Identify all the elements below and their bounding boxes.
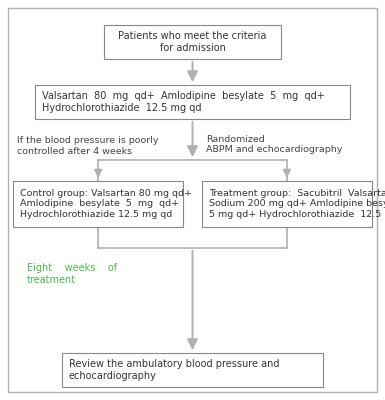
Text: Treatment group:  Sacubitril  Valsartan
Sodium 200 mg qd+ Amlodipine besylate
5 : Treatment group: Sacubitril Valsartan So… <box>209 189 385 219</box>
Text: Valsartan  80  mg  qd+  Amlodipine  besylate  5  mg  qd+
Hydrochlorothiazide  12: Valsartan 80 mg qd+ Amlodipine besylate … <box>42 91 324 113</box>
Text: Review the ambulatory blood pressure and
echocardiography: Review the ambulatory blood pressure and… <box>69 359 279 381</box>
Text: If the blood pressure is poorly
controlled after 4 weeks: If the blood pressure is poorly controll… <box>17 136 159 156</box>
FancyBboxPatch shape <box>104 25 281 59</box>
Text: Eight    weeks    of
treatment: Eight weeks of treatment <box>27 263 117 285</box>
Text: Control group: Valsartan 80 mg qd+
Amlodipine  besylate  5  mg  qd+
Hydrochlorot: Control group: Valsartan 80 mg qd+ Amlod… <box>20 189 192 219</box>
FancyBboxPatch shape <box>62 353 323 387</box>
Text: Randomized
ABPM and echocardiography: Randomized ABPM and echocardiography <box>206 135 342 154</box>
FancyBboxPatch shape <box>35 85 350 119</box>
FancyBboxPatch shape <box>13 181 183 227</box>
FancyBboxPatch shape <box>202 181 372 227</box>
Text: Patients who meet the criteria
for admission: Patients who meet the criteria for admis… <box>118 31 267 53</box>
